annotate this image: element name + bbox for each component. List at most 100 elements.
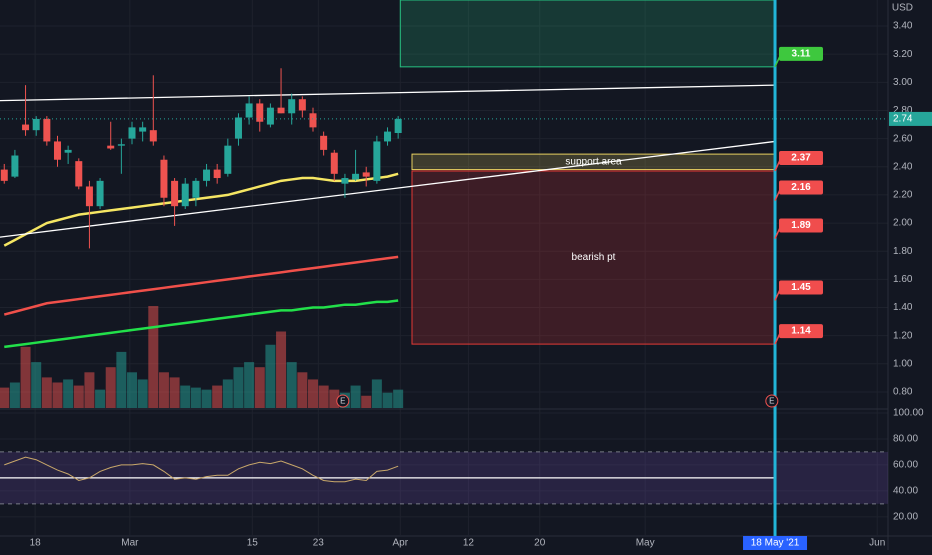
- y-tick-label: 1.80: [893, 246, 913, 257]
- candle-body: [309, 113, 317, 128]
- volume-bar: [201, 389, 212, 408]
- earnings-marker: [336, 394, 350, 408]
- x-tick-label: Apr: [393, 538, 409, 549]
- candle-body: [171, 180, 179, 207]
- y-tick-label: 2.00: [893, 218, 913, 229]
- y-tick-label: 2.60: [893, 133, 913, 144]
- candle-body: [373, 141, 381, 181]
- candle-body: [330, 152, 338, 174]
- candle-body: [192, 180, 200, 198]
- volume-bar: [20, 346, 31, 408]
- candle-body: [128, 127, 136, 139]
- volume-bar: [276, 331, 287, 408]
- target-box: [779, 324, 823, 339]
- trend-line: [0, 140, 776, 238]
- candle-body: [213, 169, 221, 179]
- last-price-box: [889, 111, 932, 126]
- candle-body: [149, 130, 157, 142]
- x-tick-label: May: [636, 538, 655, 549]
- candle-body: [117, 144, 125, 146]
- target-box: [779, 280, 823, 295]
- zone-label: bearish pt: [572, 252, 616, 263]
- target-label: 2.37: [791, 153, 811, 164]
- y-tick-label: 3.20: [893, 49, 913, 60]
- volume-bar: [180, 385, 191, 408]
- x-tick-label: 20: [534, 538, 546, 549]
- candle-body: [96, 180, 104, 207]
- candle-body: [53, 141, 61, 160]
- y-tick-label: 1.40: [893, 302, 913, 313]
- candle-body: [288, 99, 296, 114]
- y-tick-label: 3.00: [893, 77, 913, 88]
- candle-body: [181, 183, 189, 207]
- volume-bar: [212, 385, 223, 408]
- volume-bar: [169, 377, 180, 408]
- zone-label: support area: [565, 156, 622, 167]
- candle-body: [394, 118, 402, 133]
- x-tick-label: Mar: [121, 538, 139, 549]
- volume-bar: [148, 306, 159, 408]
- earnings-marker: [765, 394, 779, 408]
- x-tick-label: 15: [247, 538, 259, 549]
- y-tick-label: 1.60: [893, 274, 913, 285]
- y-tick-label: 1.20: [893, 330, 913, 341]
- target-label: 1.14: [791, 326, 811, 337]
- volume-bar: [84, 372, 95, 408]
- candle-body: [139, 127, 147, 132]
- last-price-label: 2.74: [893, 114, 913, 125]
- volume-bar: [371, 379, 382, 408]
- volume-bar: [286, 362, 297, 408]
- candle-body: [32, 118, 40, 131]
- candle-body: [341, 178, 349, 184]
- volume-bar: [52, 382, 63, 408]
- volume-bar: [95, 389, 106, 408]
- x-tick-label: Jun: [869, 538, 885, 549]
- volume-bar: [382, 392, 393, 408]
- rsi-tick-label: 80.00: [893, 434, 918, 445]
- volume-bar: [63, 379, 74, 408]
- candle-body: [0, 169, 8, 181]
- date-marker-label: 18 May '21: [751, 538, 800, 549]
- volume-bar: [254, 367, 265, 408]
- target-label: 3.11: [792, 48, 811, 59]
- candle-body: [298, 99, 306, 111]
- y-tick-label: 2.20: [893, 190, 913, 201]
- moving-average: [3, 172, 399, 247]
- rsi-tick-label: 20.00: [893, 511, 918, 522]
- candle-body: [320, 135, 328, 150]
- x-tick-label: 18: [30, 538, 42, 549]
- target-box: [779, 180, 823, 195]
- candle-body: [11, 155, 19, 177]
- volume-bar: [222, 379, 233, 408]
- rsi-tick-label: 100.00: [893, 408, 924, 419]
- volume-bar: [31, 362, 42, 408]
- currency-label: USD: [892, 3, 913, 14]
- zone: [399, 0, 776, 68]
- volume-bar: [73, 385, 84, 408]
- volume-bar: [190, 387, 201, 408]
- moving-average: [4, 299, 399, 349]
- candle-body: [266, 107, 274, 125]
- y-tick-label: 0.80: [893, 387, 913, 398]
- volume-bar: [158, 372, 169, 408]
- volume-bar: [116, 351, 127, 408]
- candle-body: [245, 103, 253, 118]
- y-tick-label: 1.00: [893, 358, 913, 369]
- candle-body: [384, 131, 392, 142]
- target-box: [779, 218, 823, 233]
- y-tick-label: 3.40: [893, 21, 913, 32]
- candle-body: [85, 186, 93, 207]
- volume-bar: [297, 372, 308, 408]
- volume-bar: [393, 389, 404, 408]
- candle-body: [75, 161, 83, 187]
- x-tick-label: 23: [313, 538, 325, 549]
- volume-bar: [137, 379, 148, 408]
- volume-bar: [233, 367, 244, 408]
- volume-bar: [265, 344, 276, 408]
- rsi-line: [4, 456, 399, 483]
- candle-body: [203, 169, 211, 181]
- candle-body: [107, 145, 115, 149]
- candle-body: [224, 145, 232, 174]
- y-tick-label: 2.40: [893, 161, 913, 172]
